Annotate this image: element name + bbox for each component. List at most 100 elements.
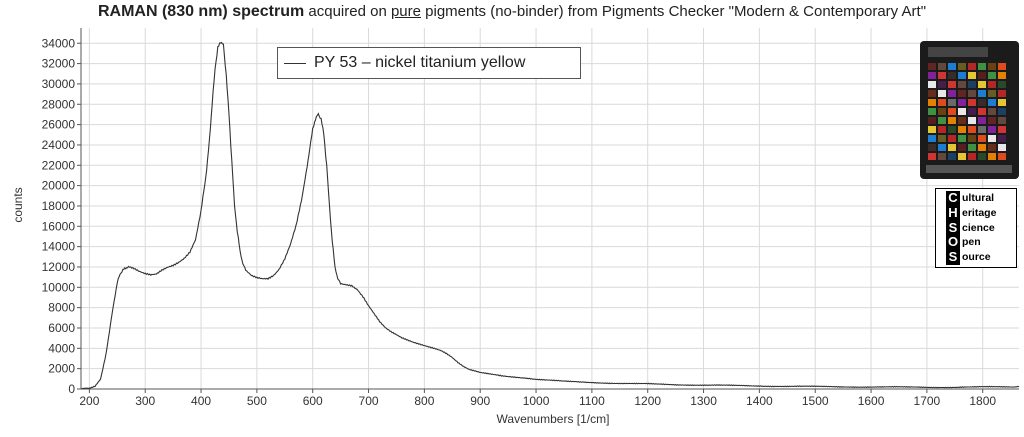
thumbnail-swatch xyxy=(928,108,936,115)
thumbnail-swatch xyxy=(988,63,996,70)
thumbnail-swatch xyxy=(968,81,976,88)
legend-label: PY 53 – nickel titanium yellow xyxy=(314,54,526,71)
y-tick-label: 4000 xyxy=(48,341,75,355)
thumbnail-swatch xyxy=(958,108,966,115)
legend-swatch xyxy=(284,62,306,64)
x-tick-label: 1700 xyxy=(914,394,941,408)
thumbnail-swatch xyxy=(998,63,1006,70)
thumbnail-swatch xyxy=(948,108,956,115)
thumbnail-swatch xyxy=(968,99,976,106)
thumbnail-swatch xyxy=(938,117,946,124)
x-tick-labels: 200 300 400 500 600 700 800 900 1000 1100 1200 1300… xyxy=(79,394,996,408)
chart-title: RAMAN (830 nm) spectrum acquired on pure… xyxy=(0,3,1024,21)
y-tick-label: 6000 xyxy=(48,321,75,335)
thumbnail-swatch xyxy=(958,63,966,70)
thumbnail-swatch xyxy=(988,153,996,160)
thumbnail-swatch xyxy=(928,144,936,151)
thumbnail-swatch xyxy=(978,81,986,88)
thumbnail-swatch xyxy=(958,117,966,124)
y-tick-label: 28000 xyxy=(42,97,76,111)
thumbnail-swatch xyxy=(928,126,936,133)
logo-letter: S xyxy=(948,249,958,265)
thumbnail-swatch xyxy=(988,90,996,97)
thumbnail-swatch xyxy=(988,135,996,142)
thumbnail-swatch xyxy=(928,135,936,142)
x-tick-label: 1500 xyxy=(802,394,829,408)
logo-word: ource xyxy=(962,251,991,264)
thumbnail-swatch xyxy=(968,90,976,97)
y-tick-label: 34000 xyxy=(42,36,76,50)
thumbnail-swatch xyxy=(948,81,956,88)
logo-letter: H xyxy=(948,204,958,220)
thumbnail-row xyxy=(928,117,1010,124)
thumbnail-swatch xyxy=(938,108,946,115)
y-tick-label: 16000 xyxy=(42,219,76,233)
y-tick-label: 24000 xyxy=(42,138,76,152)
thumbnail-footer xyxy=(926,165,1012,173)
thumbnail-swatch xyxy=(978,108,986,115)
y-tick-label: 32000 xyxy=(42,57,76,71)
thumbnail-swatch xyxy=(988,72,996,79)
thumbnail-swatch xyxy=(998,108,1006,115)
thumbnail-row xyxy=(928,126,1010,133)
thumbnail-swatch xyxy=(998,90,1006,97)
thumbnail-swatch xyxy=(968,153,976,160)
y-tick-label: 26000 xyxy=(42,118,76,132)
thumbnail-swatch xyxy=(938,144,946,151)
thumbnail-swatch xyxy=(998,99,1006,106)
thumbnail-swatch xyxy=(988,126,996,133)
x-tick-label: 700 xyxy=(359,394,379,408)
thumbnail-header xyxy=(928,47,988,57)
thumbnail-swatch xyxy=(938,81,946,88)
thumbnail-row xyxy=(928,63,1010,70)
thumbnail-swatch xyxy=(938,153,946,160)
thumbnail-row xyxy=(928,90,1010,97)
y-tick-labels: 0 2000 4000 6000 8000 10000 12000 14000 16000 180… xyxy=(42,36,76,396)
title-pre: acquired on xyxy=(304,3,391,20)
thumbnail-swatch xyxy=(978,72,986,79)
y-tick-label: 18000 xyxy=(42,199,76,213)
thumbnail-swatch xyxy=(948,72,956,79)
thumbnail-swatch xyxy=(988,108,996,115)
thumbnail-swatch xyxy=(928,81,936,88)
thumbnail-swatch xyxy=(958,81,966,88)
thumbnail-swatch xyxy=(938,126,946,133)
chsos-logo: C H S O S ultural eritage cience pen our… xyxy=(935,188,1017,268)
thumbnail-swatch xyxy=(948,126,956,133)
x-tick-label: 1300 xyxy=(690,394,717,408)
x-tick-label: 800 xyxy=(414,394,434,408)
thumbnail-row xyxy=(928,135,1010,142)
pigments-checker-thumbnail xyxy=(920,41,1019,179)
y-tick-label: 12000 xyxy=(42,260,76,274)
thumbnail-swatch xyxy=(928,99,936,106)
thumbnail-swatch xyxy=(928,72,936,79)
thumbnail-swatch xyxy=(978,153,986,160)
thumbnail-swatch xyxy=(968,117,976,124)
thumbnail-swatch xyxy=(998,72,1006,79)
thumbnail-swatch xyxy=(948,144,956,151)
thumbnail-swatch xyxy=(978,144,986,151)
thumbnail-swatch xyxy=(938,135,946,142)
thumbnail-swatch xyxy=(998,117,1006,124)
thumbnail-swatch xyxy=(958,126,966,133)
thumbnail-swatch xyxy=(928,63,936,70)
thumbnail-swatch xyxy=(948,63,956,70)
thumbnail-swatch xyxy=(998,144,1006,151)
thumbnail-swatch xyxy=(958,135,966,142)
legend: PY 53 – nickel titanium yellow xyxy=(277,47,581,79)
thumbnail-swatch xyxy=(948,90,956,97)
logo-letter-column xyxy=(946,191,960,265)
thumbnail-swatch xyxy=(958,99,966,106)
thumbnail-swatch xyxy=(968,126,976,133)
thumbnail-swatch xyxy=(978,63,986,70)
title-bold: RAMAN (830 nm) spectrum xyxy=(97,3,305,20)
logo-word: cience xyxy=(962,221,995,234)
logo-word: ultural xyxy=(962,192,995,204)
thumbnail-swatch xyxy=(988,99,996,106)
thumbnail-swatch xyxy=(998,81,1006,88)
thumbnail-swatch xyxy=(948,153,956,160)
y-tick-label: 0 xyxy=(68,382,75,396)
x-tick-label: 900 xyxy=(470,394,490,408)
thumbnail-swatch xyxy=(958,90,966,97)
